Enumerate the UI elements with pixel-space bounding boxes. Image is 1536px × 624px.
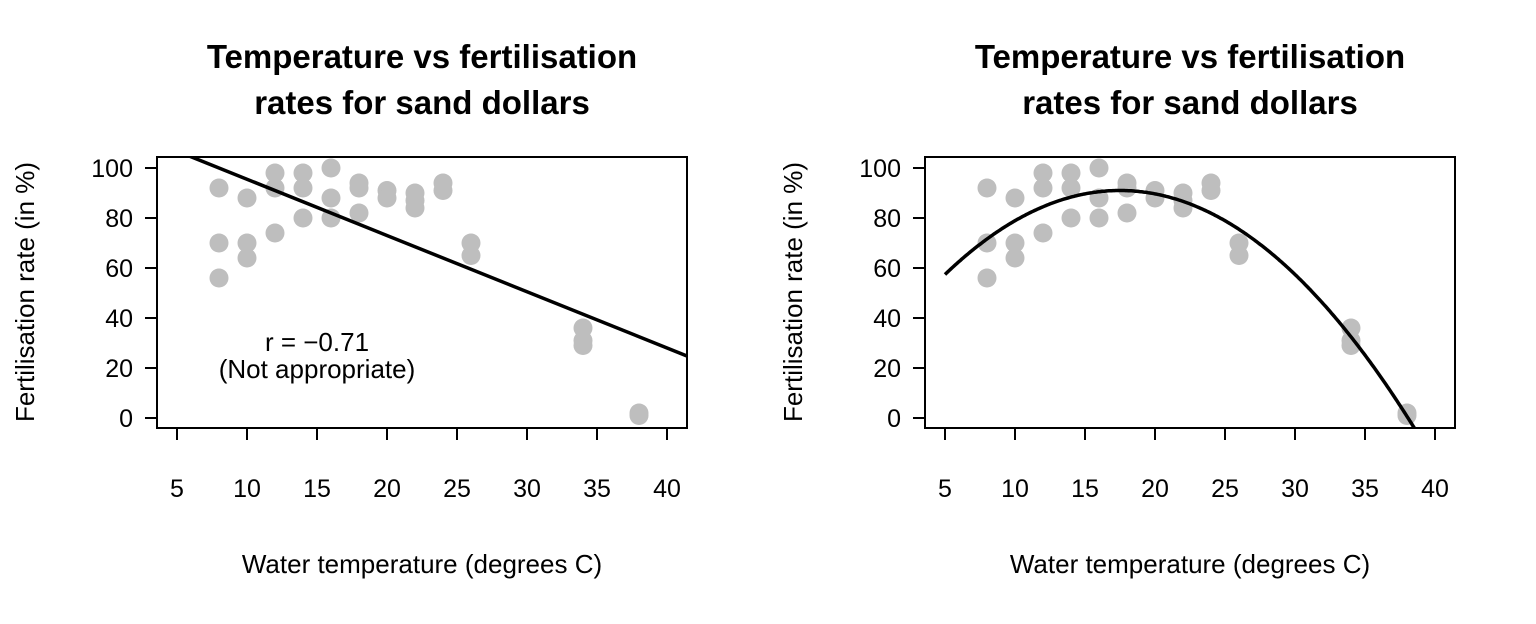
y-tick-label: 80	[873, 205, 901, 233]
data-point	[237, 188, 257, 208]
data-point	[629, 406, 649, 425]
data-point	[293, 163, 313, 183]
annotation-note: (Not appropriate)	[219, 354, 416, 384]
y-tick-label: 0	[119, 405, 133, 433]
data-point	[405, 198, 425, 218]
data-point	[573, 336, 593, 355]
data-point	[433, 181, 453, 200]
data-point	[321, 188, 341, 208]
data-point	[1061, 178, 1081, 198]
chart-title-line-2: rates for sand dollars	[1022, 84, 1358, 121]
x-tick-label: 5	[938, 475, 952, 503]
data-point	[209, 233, 229, 253]
y-tick-label: 0	[887, 405, 901, 433]
panel-1: Temperature vs fertilisation rates for sa…	[10, 38, 688, 579]
x-axis-label: Water temperature (degrees C)	[242, 549, 602, 579]
data-point	[265, 223, 285, 243]
data-point	[1061, 163, 1081, 183]
panel-2: Temperature vs fertilisation rates for sa…	[778, 38, 1456, 579]
correlation-label: r = −0.71	[265, 327, 369, 357]
data-point	[977, 268, 997, 288]
data-point	[1005, 248, 1025, 268]
data-point	[349, 203, 369, 223]
y-axis-label: Fertilisation rate (in %)	[10, 162, 40, 422]
x-tick-label: 35	[583, 475, 611, 503]
data-point	[1117, 203, 1137, 223]
x-tick-label: 10	[233, 475, 261, 503]
data-point	[1005, 188, 1025, 208]
x-tick-label: 35	[1351, 475, 1379, 503]
data-point	[1033, 178, 1053, 198]
y-tick-label: 100	[91, 155, 133, 183]
y-axis-label: Fertilisation rate (in %)	[778, 162, 808, 422]
data-point	[461, 246, 481, 265]
x-tick-label: 30	[513, 475, 541, 503]
x-tick-label: 40	[653, 475, 681, 503]
data-point	[209, 178, 229, 198]
x-tick-label: 25	[1211, 475, 1239, 503]
y-tick-label: 20	[105, 355, 133, 383]
x-tick-label: 30	[1281, 475, 1309, 503]
x-tick-label: 5	[170, 475, 184, 503]
data-point	[1033, 223, 1053, 243]
data-point	[293, 208, 313, 228]
y-tick-label: 60	[105, 255, 133, 283]
regression-line	[186, 157, 687, 358]
data-point	[1061, 208, 1081, 228]
quadratic-curve	[943, 188, 1417, 428]
data-point	[1201, 181, 1221, 200]
x-tick-label: 15	[1071, 475, 1099, 503]
y-tick-label: 100	[859, 155, 901, 183]
data-point	[237, 248, 257, 268]
chart-title-line-2: rates for sand dollars	[254, 84, 590, 121]
x-tick-label: 25	[443, 475, 471, 503]
data-point	[265, 163, 285, 183]
data-point	[1005, 233, 1025, 253]
x-axis-label: Water temperature (degrees C)	[1010, 549, 1370, 579]
data-point	[349, 178, 369, 198]
data-point	[237, 233, 257, 253]
x-tick-label: 20	[1141, 475, 1169, 503]
chart-title-line-1: Temperature vs fertilisation	[207, 38, 637, 75]
data-point	[377, 188, 397, 208]
x-tick-label: 15	[303, 475, 331, 503]
data-point	[293, 178, 313, 198]
y-tick-label: 40	[873, 305, 901, 333]
data-point	[1117, 178, 1137, 198]
y-tick-label: 60	[873, 255, 901, 283]
data-point	[1033, 163, 1053, 183]
y-tick-label: 80	[105, 205, 133, 233]
y-tick-label: 40	[105, 305, 133, 333]
x-tick-label: 40	[1421, 475, 1449, 503]
y-tick-label: 20	[873, 355, 901, 383]
data-point	[209, 268, 229, 288]
x-tick-label: 20	[373, 475, 401, 503]
x-tick-label: 10	[1001, 475, 1029, 503]
chart-title-line-1: Temperature vs fertilisation	[975, 38, 1405, 75]
data-point	[1089, 158, 1109, 178]
data-point	[321, 158, 341, 178]
data-point	[977, 233, 997, 253]
data-point	[1089, 208, 1109, 228]
data-point	[1229, 246, 1249, 265]
data-point	[977, 178, 997, 198]
